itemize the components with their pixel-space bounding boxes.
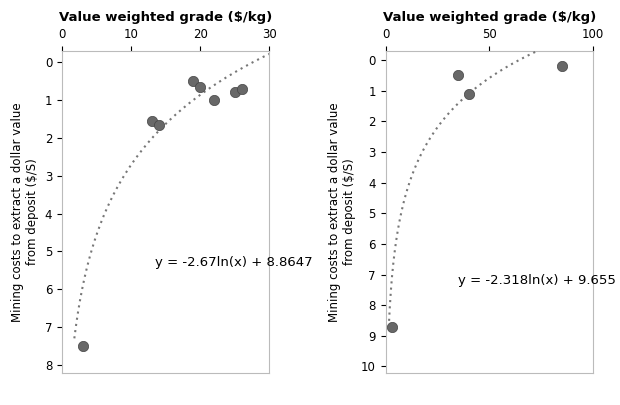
Point [387,323,397,330]
Point [147,117,157,124]
Y-axis label: Mining costs to extract a dollar value
from deposit ($/S): Mining costs to extract a dollar value f… [11,102,39,322]
Point [237,85,247,92]
Point [78,343,87,350]
Point [557,63,567,69]
Point [229,89,239,96]
Point [154,122,164,128]
Point [209,97,219,103]
Y-axis label: Mining costs to extract a dollar value
from deposit ($/S): Mining costs to extract a dollar value f… [327,102,355,322]
Text: y = -2.318ln(x) + 9.655: y = -2.318ln(x) + 9.655 [458,274,616,287]
Point [453,72,463,79]
Text: y = -2.67ln(x) + 8.8647: y = -2.67ln(x) + 8.8647 [155,256,313,269]
X-axis label: Value weighted grade ($/kg): Value weighted grade ($/kg) [383,11,596,24]
X-axis label: Value weighted grade ($/kg): Value weighted grade ($/kg) [59,11,272,24]
Point [464,90,474,97]
Point [188,78,198,84]
Point [195,83,205,90]
